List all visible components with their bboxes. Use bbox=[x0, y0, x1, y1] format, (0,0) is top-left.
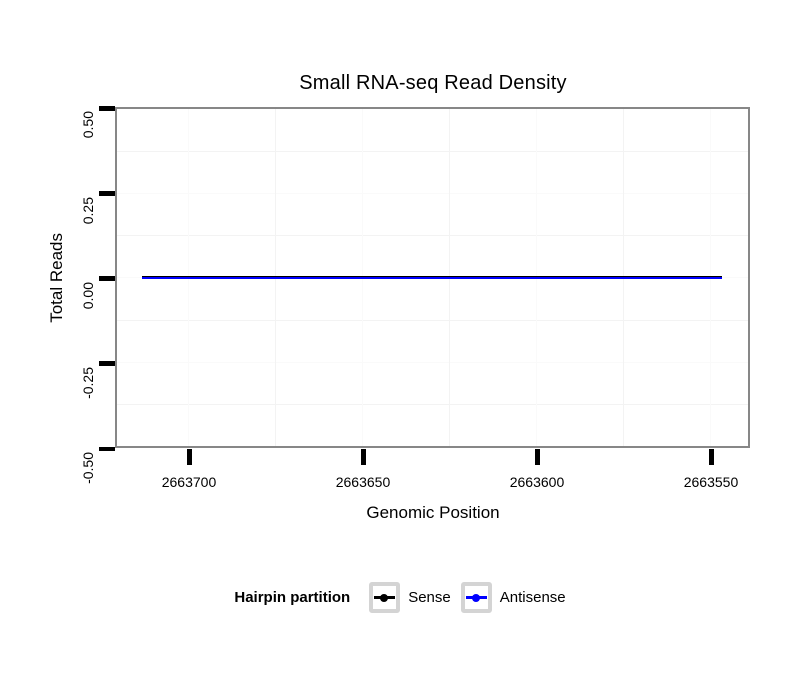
y-tick bbox=[99, 361, 115, 366]
x-tick bbox=[535, 449, 540, 465]
x-tick bbox=[361, 449, 366, 465]
legend-title: Hairpin partition bbox=[234, 589, 351, 606]
zero-read-density-lines bbox=[142, 275, 722, 280]
y-tick bbox=[99, 276, 115, 281]
x-tick bbox=[187, 449, 192, 465]
x-tick-label: 2663700 bbox=[161, 474, 217, 490]
legend-item-sense: Sense bbox=[369, 582, 451, 613]
y-tick-label: 0.25 bbox=[79, 197, 96, 224]
x-axis-title: Genomic Position bbox=[366, 503, 500, 522]
x-tick-label: 2663600 bbox=[509, 474, 565, 490]
y-tick bbox=[99, 446, 115, 451]
y-tick-label: 0.50 bbox=[79, 111, 96, 138]
sense-series-line bbox=[142, 275, 722, 278]
legend-key-antisense bbox=[460, 582, 492, 613]
sense-point-glyph-icon bbox=[380, 593, 389, 602]
y-tick-label: -0.25 bbox=[79, 367, 96, 399]
y-tick-label: 0.00 bbox=[79, 282, 96, 309]
antisense-series-line bbox=[142, 277, 722, 279]
y-tick-label: -0.50 bbox=[79, 452, 96, 484]
y-axis-title: Total Reads bbox=[46, 107, 68, 449]
antisense-point-glyph-icon bbox=[471, 593, 480, 602]
y-tick-label-text: 0.25 bbox=[79, 196, 96, 224]
gridline bbox=[117, 235, 748, 236]
gridline bbox=[117, 320, 748, 321]
x-tick-label: 2663550 bbox=[683, 474, 739, 490]
gridline bbox=[117, 362, 748, 363]
gridline bbox=[117, 193, 748, 194]
legend-key-sense bbox=[369, 582, 401, 613]
legend-label-sense: Sense bbox=[408, 589, 451, 606]
y-tick-label-text: 0.00 bbox=[79, 281, 96, 309]
legend: Hairpin partition Sense Antisense bbox=[0, 581, 810, 614]
legend-label-antisense: Antisense bbox=[499, 589, 566, 606]
plot-panel bbox=[115, 107, 750, 448]
chart-title: Small RNA-seq Read Density bbox=[299, 72, 567, 94]
gridline bbox=[117, 151, 748, 152]
y-tick-label-text: -0.25 bbox=[79, 366, 96, 399]
y-tick-label-text: 0.50 bbox=[79, 111, 96, 139]
gridline bbox=[117, 404, 748, 405]
y-tick bbox=[99, 106, 115, 111]
y-axis-title-text: Total Reads bbox=[47, 233, 66, 323]
y-tick-label-text: -0.50 bbox=[79, 452, 96, 484]
legend-item-antisense: Antisense bbox=[460, 582, 566, 613]
y-tick bbox=[99, 191, 115, 196]
x-tick bbox=[709, 449, 714, 465]
x-tick-label: 2663650 bbox=[335, 474, 391, 490]
